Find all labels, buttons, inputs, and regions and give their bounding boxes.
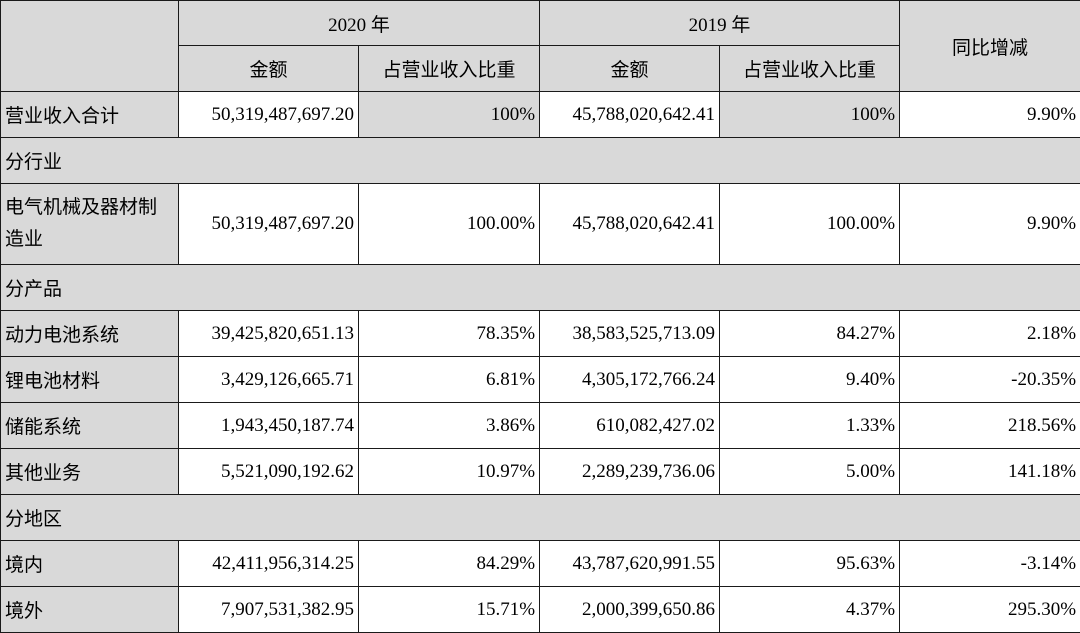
- header-corner: [1, 1, 179, 92]
- cell-amount-2020: 7,907,531,382.95: [179, 587, 359, 633]
- section-label-industry: 分行业: [1, 138, 1080, 184]
- cell-share-2020: 6.81%: [359, 357, 540, 403]
- row-label: 境外: [1, 587, 179, 633]
- cell-share-2020: 84.29%: [359, 541, 540, 587]
- cell-amount-2019: 38,583,525,713.09: [540, 311, 720, 357]
- header-year-2020: 2020 年: [179, 1, 540, 46]
- header-year-2019: 2019 年: [540, 1, 900, 46]
- cell-yoy: 141.18%: [900, 449, 1080, 495]
- cell-share-2019: 9.40%: [720, 357, 900, 403]
- section-row-product: 分产品: [1, 265, 1080, 311]
- header-row-years: 2020 年 2019 年 同比增减: [1, 1, 1080, 46]
- section-row-region: 分地区: [1, 495, 1080, 541]
- cell-yoy: 9.90%: [900, 92, 1080, 138]
- section-label-region: 分地区: [1, 495, 1080, 541]
- cell-amount-2019: 4,305,172,766.24: [540, 357, 720, 403]
- cell-amount-2020: 42,411,956,314.25: [179, 541, 359, 587]
- cell-share-2019: 100%: [720, 92, 900, 138]
- cell-yoy: 218.56%: [900, 403, 1080, 449]
- cell-amount-2019: 43,787,620,991.55: [540, 541, 720, 587]
- table-row: 其他业务 5,521,090,192.62 10.97% 2,289,239,7…: [1, 449, 1080, 495]
- cell-yoy: 295.30%: [900, 587, 1080, 633]
- header-amount-2019: 金额: [540, 46, 720, 92]
- row-label: 营业收入合计: [1, 92, 179, 138]
- cell-yoy: 2.18%: [900, 311, 1080, 357]
- cell-amount-2019: 45,788,020,642.41: [540, 184, 720, 265]
- section-row-industry: 分行业: [1, 138, 1080, 184]
- header-share-2019: 占营业收入比重: [720, 46, 900, 92]
- cell-share-2019: 5.00%: [720, 449, 900, 495]
- header-amount-2020: 金额: [179, 46, 359, 92]
- cell-amount-2019: 610,082,427.02: [540, 403, 720, 449]
- cell-amount-2020: 50,319,487,697.20: [179, 92, 359, 138]
- table-row: 境内 42,411,956,314.25 84.29% 43,787,620,9…: [1, 541, 1080, 587]
- cell-amount-2020: 1,943,450,187.74: [179, 403, 359, 449]
- header-yoy: 同比增减: [900, 1, 1080, 92]
- cell-amount-2020: 39,425,820,651.13: [179, 311, 359, 357]
- cell-share-2020: 3.86%: [359, 403, 540, 449]
- cell-share-2019: 1.33%: [720, 403, 900, 449]
- row-label: 动力电池系统: [1, 311, 179, 357]
- cell-yoy: -3.14%: [900, 541, 1080, 587]
- cell-amount-2019: 2,289,239,736.06: [540, 449, 720, 495]
- row-label: 境内: [1, 541, 179, 587]
- cell-amount-2020: 3,429,126,665.71: [179, 357, 359, 403]
- cell-share-2020: 10.97%: [359, 449, 540, 495]
- row-label: 电气机械及器材制造业: [1, 184, 179, 265]
- table-row: 境外 7,907,531,382.95 15.71% 2,000,399,650…: [1, 587, 1080, 633]
- cell-share-2019: 100.00%: [720, 184, 900, 265]
- cell-share-2019: 4.37%: [720, 587, 900, 633]
- cell-amount-2020: 5,521,090,192.62: [179, 449, 359, 495]
- cell-share-2020: 78.35%: [359, 311, 540, 357]
- table-row-total: 营业收入合计 50,319,487,697.20 100% 45,788,020…: [1, 92, 1080, 138]
- cell-amount-2020: 50,319,487,697.20: [179, 184, 359, 265]
- row-label: 锂电池材料: [1, 357, 179, 403]
- section-label-product: 分产品: [1, 265, 1080, 311]
- cell-yoy: -20.35%: [900, 357, 1080, 403]
- cell-amount-2019: 45,788,020,642.41: [540, 92, 720, 138]
- cell-share-2020: 100%: [359, 92, 540, 138]
- cell-yoy: 9.90%: [900, 184, 1080, 265]
- row-label: 储能系统: [1, 403, 179, 449]
- cell-share-2019: 95.63%: [720, 541, 900, 587]
- table-row: 动力电池系统 39,425,820,651.13 78.35% 38,583,5…: [1, 311, 1080, 357]
- table-row: 锂电池材料 3,429,126,665.71 6.81% 4,305,172,7…: [1, 357, 1080, 403]
- header-share-2020: 占营业收入比重: [359, 46, 540, 92]
- cell-share-2019: 84.27%: [720, 311, 900, 357]
- cell-amount-2019: 2,000,399,650.86: [540, 587, 720, 633]
- cell-share-2020: 15.71%: [359, 587, 540, 633]
- table-row: 储能系统 1,943,450,187.74 3.86% 610,082,427.…: [1, 403, 1080, 449]
- cell-share-2020: 100.00%: [359, 184, 540, 265]
- row-label: 其他业务: [1, 449, 179, 495]
- table-row: 电气机械及器材制造业 50,319,487,697.20 100.00% 45,…: [1, 184, 1080, 265]
